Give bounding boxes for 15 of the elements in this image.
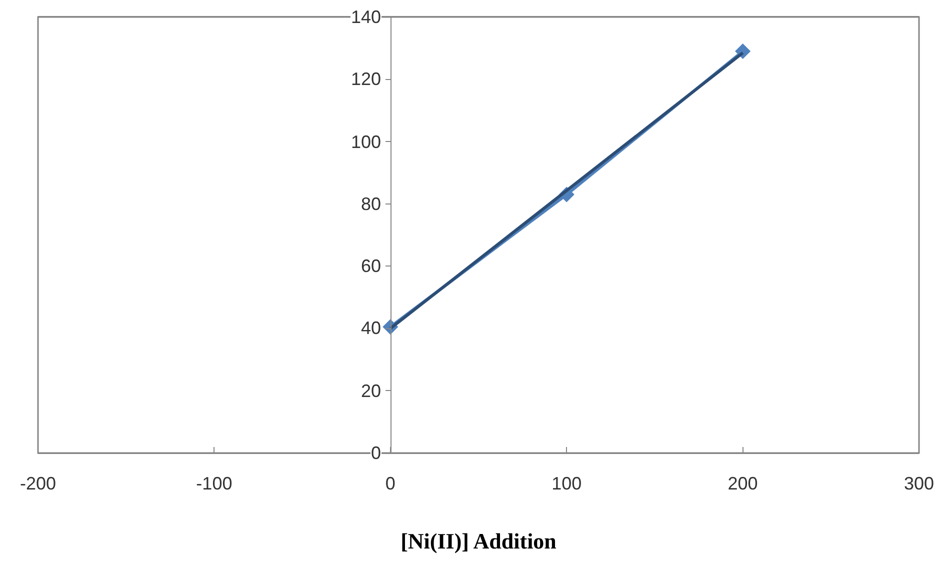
x-tick-label: 200 <box>728 474 758 494</box>
y-tick-label: 120 <box>351 69 382 89</box>
y-tick-label: 60 <box>361 256 382 276</box>
y-tick-label: 40 <box>361 318 382 338</box>
y-tick-label: 100 <box>351 132 382 152</box>
y-tick-label: 140 <box>351 7 382 27</box>
x-tick-label: 100 <box>552 474 582 494</box>
x-tick-label: 300 <box>904 474 934 494</box>
x-axis-title: [Ni(II)] Addition <box>400 528 556 554</box>
x-tick-label: -100 <box>196 474 232 494</box>
y-tick-label: 0 <box>371 443 382 463</box>
y-tick-label: 20 <box>361 381 382 401</box>
x-tick-label: 0 <box>385 474 396 494</box>
x-tick-label: -200 <box>20 474 56 494</box>
y-tick-label: 80 <box>361 194 382 214</box>
